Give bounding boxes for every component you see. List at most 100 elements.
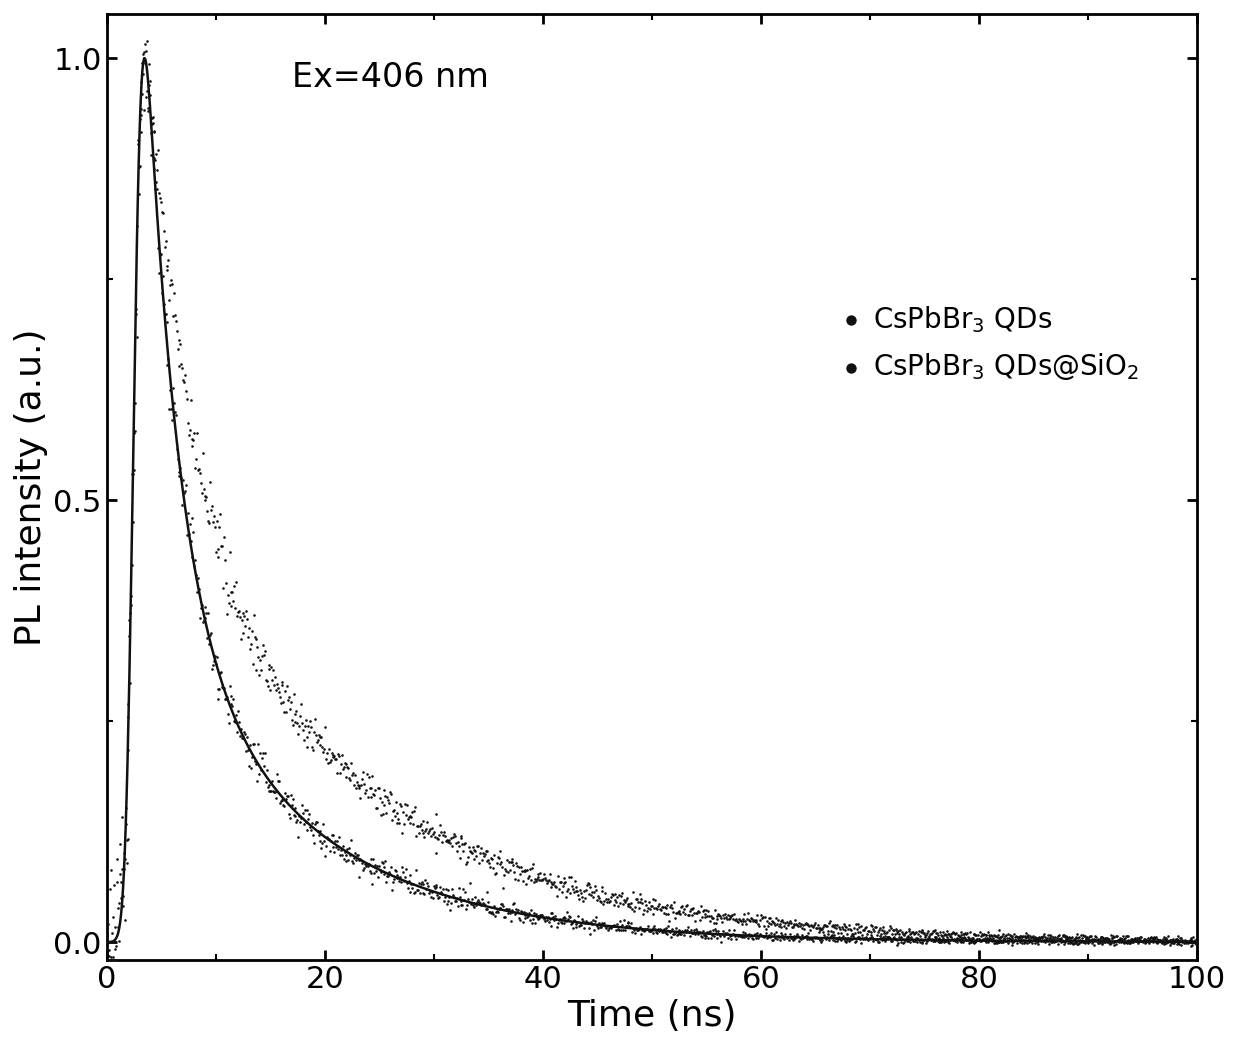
CsPbBr$_3$ QDs@SiO$_2$: [299, 723, 319, 740]
CsPbBr$_3$ QDs@SiO$_2$: [1016, 929, 1035, 945]
CsPbBr$_3$ QDs: [206, 656, 226, 673]
CsPbBr$_3$ QDs@SiO$_2$: [882, 919, 901, 936]
CsPbBr$_3$ QDs: [1130, 932, 1149, 949]
CsPbBr$_3$ QDs: [763, 932, 782, 949]
CsPbBr$_3$ QDs: [919, 928, 939, 944]
CsPbBr$_3$ QDs@SiO$_2$: [482, 851, 502, 868]
CsPbBr$_3$ QDs: [324, 827, 343, 844]
CsPbBr$_3$ QDs: [325, 832, 345, 849]
CsPbBr$_3$ QDs@SiO$_2$: [785, 912, 805, 929]
CsPbBr$_3$ QDs: [1024, 931, 1044, 948]
CsPbBr$_3$ QDs@SiO$_2$: [381, 785, 401, 802]
CsPbBr$_3$ QDs: [770, 925, 790, 941]
CsPbBr$_3$ QDs: [939, 932, 959, 949]
CsPbBr$_3$ QDs@SiO$_2$: [310, 729, 330, 745]
CsPbBr$_3$ QDs: [687, 922, 707, 939]
CsPbBr$_3$ QDs@SiO$_2$: [760, 910, 780, 927]
CsPbBr$_3$ QDs: [211, 665, 231, 682]
CsPbBr$_3$ QDs@SiO$_2$: [611, 888, 631, 905]
CsPbBr$_3$ QDs: [624, 921, 644, 938]
CsPbBr$_3$ QDs: [812, 931, 832, 948]
CsPbBr$_3$ QDs@SiO$_2$: [844, 925, 864, 941]
CsPbBr$_3$ QDs: [921, 931, 941, 948]
CsPbBr$_3$ QDs: [384, 871, 404, 888]
CsPbBr$_3$ QDs: [484, 906, 503, 922]
CsPbBr$_3$ QDs@SiO$_2$: [443, 838, 463, 854]
CsPbBr$_3$ QDs: [495, 909, 515, 926]
CsPbBr$_3$ QDs: [1081, 932, 1101, 949]
CsPbBr$_3$ QDs@SiO$_2$: [563, 881, 583, 897]
CsPbBr$_3$ QDs@SiO$_2$: [342, 766, 362, 783]
CsPbBr$_3$ QDs: [401, 884, 420, 900]
CsPbBr$_3$ QDs: [420, 883, 440, 899]
CsPbBr$_3$ QDs@SiO$_2$: [528, 866, 548, 883]
CsPbBr$_3$ QDs@SiO$_2$: [583, 889, 603, 906]
CsPbBr$_3$ QDs@SiO$_2$: [888, 925, 908, 941]
CsPbBr$_3$ QDs: [332, 838, 352, 854]
CsPbBr$_3$ QDs: [622, 923, 642, 940]
CsPbBr$_3$ QDs: [253, 744, 273, 761]
CsPbBr$_3$ QDs: [748, 925, 768, 941]
CsPbBr$_3$ QDs: [455, 884, 475, 900]
CsPbBr$_3$ QDs: [785, 931, 805, 948]
CsPbBr$_3$ QDs: [1075, 935, 1095, 952]
CsPbBr$_3$ QDs@SiO$_2$: [247, 662, 267, 678]
CsPbBr$_3$ QDs: [821, 928, 841, 944]
CsPbBr$_3$ QDs@SiO$_2$: [409, 825, 429, 842]
CsPbBr$_3$ QDs@SiO$_2$: [1059, 929, 1079, 945]
CsPbBr$_3$ QDs: [348, 851, 368, 868]
CsPbBr$_3$ QDs@SiO$_2$: [554, 870, 574, 887]
CsPbBr$_3$ QDs@SiO$_2$: [306, 727, 326, 743]
CsPbBr$_3$ QDs: [594, 916, 614, 933]
CsPbBr$_3$ QDs: [207, 681, 227, 697]
CsPbBr$_3$ QDs: [701, 923, 720, 940]
CsPbBr$_3$ QDs@SiO$_2$: [546, 878, 565, 895]
CsPbBr$_3$ QDs@SiO$_2$: [686, 913, 706, 930]
CsPbBr$_3$ QDs: [1154, 935, 1174, 952]
CsPbBr$_3$ QDs@SiO$_2$: [1105, 929, 1125, 945]
CsPbBr$_3$ QDs: [730, 928, 750, 944]
CsPbBr$_3$ QDs: [154, 296, 174, 313]
CsPbBr$_3$ QDs: [626, 919, 646, 936]
CsPbBr$_3$ QDs@SiO$_2$: [212, 538, 232, 555]
CsPbBr$_3$ QDs@SiO$_2$: [701, 908, 720, 925]
CsPbBr$_3$ QDs: [1158, 934, 1178, 951]
CsPbBr$_3$ QDs@SiO$_2$: [119, 627, 139, 644]
CsPbBr$_3$ QDs@SiO$_2$: [1182, 930, 1202, 946]
CsPbBr$_3$ QDs@SiO$_2$: [801, 916, 821, 933]
CsPbBr$_3$ QDs@SiO$_2$: [802, 917, 822, 934]
CsPbBr$_3$ QDs: [1123, 933, 1143, 950]
CsPbBr$_3$ QDs: [155, 306, 175, 322]
CsPbBr$_3$ QDs: [325, 844, 345, 861]
CsPbBr$_3$ QDs: [940, 931, 960, 948]
CsPbBr$_3$ QDs: [520, 905, 539, 921]
CsPbBr$_3$ QDs@SiO$_2$: [125, 422, 145, 439]
CsPbBr$_3$ QDs: [745, 926, 765, 942]
CsPbBr$_3$ QDs@SiO$_2$: [812, 920, 832, 937]
CsPbBr$_3$ QDs: [1029, 932, 1049, 949]
CsPbBr$_3$ QDs: [852, 934, 872, 951]
CsPbBr$_3$ QDs: [362, 875, 382, 892]
CsPbBr$_3$ QDs@SiO$_2$: [1043, 929, 1063, 945]
CsPbBr$_3$ QDs@SiO$_2$: [352, 771, 372, 787]
CsPbBr$_3$ QDs: [1049, 931, 1069, 948]
CsPbBr$_3$ QDs@SiO$_2$: [394, 816, 414, 832]
CsPbBr$_3$ QDs: [428, 890, 448, 907]
CsPbBr$_3$ QDs@SiO$_2$: [469, 838, 489, 854]
CsPbBr$_3$ QDs@SiO$_2$: [697, 908, 717, 925]
CsPbBr$_3$ QDs: [892, 931, 911, 948]
CsPbBr$_3$ QDs: [935, 933, 955, 950]
CsPbBr$_3$ QDs@SiO$_2$: [734, 911, 754, 928]
CsPbBr$_3$ QDs: [1138, 935, 1158, 952]
CsPbBr$_3$ QDs: [895, 931, 915, 948]
CsPbBr$_3$ QDs@SiO$_2$: [940, 928, 960, 944]
CsPbBr$_3$ QDs: [239, 757, 259, 774]
CsPbBr$_3$ QDs@SiO$_2$: [501, 853, 521, 870]
CsPbBr$_3$ QDs: [196, 599, 216, 616]
CsPbBr$_3$ QDs@SiO$_2$: [275, 683, 295, 699]
CsPbBr$_3$ QDs@SiO$_2$: [196, 491, 216, 508]
CsPbBr$_3$ QDs: [366, 863, 386, 879]
CsPbBr$_3$ QDs: [789, 928, 808, 944]
CsPbBr$_3$ QDs@SiO$_2$: [1171, 930, 1190, 946]
CsPbBr$_3$ QDs: [1064, 935, 1084, 952]
